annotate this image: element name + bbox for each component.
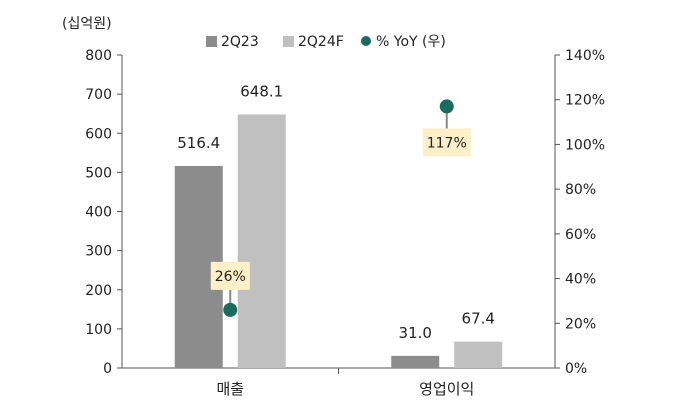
category-label: 매출 [216,380,244,398]
right-tick-label: 0% [565,361,587,377]
plot-area: 516.4 648.1 31.0 67.4 [174,82,503,368]
left-tick-label: 800 [85,48,112,64]
left-tick-label: 100 [85,322,112,338]
bar [454,341,503,368]
left-tick-label: 300 [85,244,112,260]
bar-value-label: 648.1 [240,82,283,100]
legend: 2Q23 2Q24F % YoY (우) [206,34,446,50]
right-tick-label: 120% [565,93,605,109]
left-tick-label: 200 [85,283,112,299]
yoy-value-label: 26% [215,269,246,285]
left-axis: 0 100 200 300 400 500 600 700 800 [85,48,555,377]
legend-swatch-2q24f [283,36,294,47]
right-axis: 0% 20% 40% 60% 80% 100% 120% 140% [554,48,605,377]
left-tick-label: 400 [85,205,112,221]
right-tick-label: 80% [565,182,596,198]
legend-swatch-2q23 [206,36,217,47]
left-tick-label: 600 [85,126,112,142]
category-labels: 매출 영업이익 [216,380,474,398]
right-tick-label: 60% [565,227,596,243]
yoy-label-box [422,128,471,157]
left-tick-label: 0 [103,361,112,377]
yoy-overlay: 26% 117% [210,99,471,317]
yoy-marker [223,302,238,317]
bar [237,114,286,368]
legend-label-2q24f: 2Q24F [298,34,344,50]
right-tick-label: 40% [565,272,596,288]
bar-value-label: 31.0 [399,324,432,342]
legend-label-2q23: 2Q23 [221,34,259,50]
bar [391,355,440,368]
yoy-value-label: 117% [427,135,467,151]
right-tick-label: 140% [565,48,605,64]
left-tick-label: 700 [85,87,112,103]
yoy-marker [439,99,454,114]
category-label: 영업이익 [419,380,474,398]
left-axis-unit-label: (십억원) [62,16,112,32]
yoy-label-box [210,261,250,290]
bar-value-label: 67.4 [462,310,495,328]
legend-label-yoy: % YoY (우) [376,34,446,50]
right-tick-label: 20% [565,316,596,332]
left-tick-label: 500 [85,165,112,181]
right-tick-label: 100% [565,137,605,153]
bar-value-label: 516.4 [177,134,220,152]
legend-marker-yoy [361,36,371,46]
